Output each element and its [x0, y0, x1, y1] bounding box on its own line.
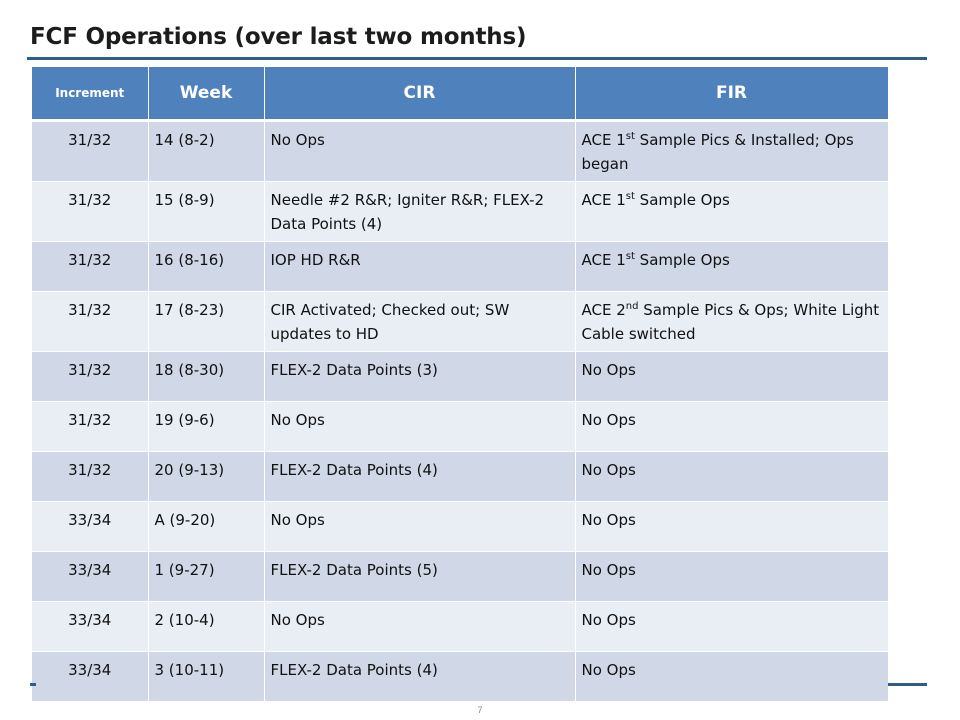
- cell-increment: 31/32: [32, 401, 149, 452]
- cell-fir: ACE 2nd Sample Pics & Ops; White Light C…: [575, 291, 889, 352]
- cell-cir: No Ops: [264, 601, 576, 652]
- fir-text-rest: Sample Ops: [634, 251, 730, 269]
- cell-week: A (9-20): [148, 501, 265, 552]
- cell-cir: IOP HD R&R: [264, 241, 576, 292]
- table-row: 31/32 20 (9-13) FLEX-2 Data Points (4) N…: [32, 451, 889, 502]
- cell-week: 3 (10-11): [148, 651, 265, 702]
- table-row: 31/32 18 (8-30) FLEX-2 Data Points (3) N…: [32, 351, 889, 402]
- table-row: 33/34 3 (10-11) FLEX-2 Data Points (4) N…: [32, 651, 889, 702]
- operations-table: Increment Week CIR FIR 31/32 14 (8-2) No…: [32, 67, 889, 702]
- cell-week: 15 (8-9): [148, 181, 265, 242]
- cell-fir: No Ops: [575, 351, 889, 402]
- cell-week: 20 (9-13): [148, 451, 265, 502]
- cell-cir: No Ops: [264, 120, 576, 182]
- cell-fir: No Ops: [575, 501, 889, 552]
- cell-cir: FLEX-2 Data Points (3): [264, 351, 576, 402]
- cell-increment: 31/32: [32, 451, 149, 502]
- cell-week: 1 (9-27): [148, 551, 265, 602]
- cell-increment: 33/34: [32, 501, 149, 552]
- cell-fir: ACE 1st Sample Pics & Installed; Ops beg…: [575, 120, 889, 182]
- header-cir: CIR: [264, 67, 576, 122]
- cell-week: 2 (10-4): [148, 601, 265, 652]
- cell-fir: No Ops: [575, 551, 889, 602]
- footer-rule-left: [30, 683, 36, 686]
- cell-fir: No Ops: [575, 601, 889, 652]
- fir-superscript: st: [625, 131, 635, 142]
- cell-fir: ACE 1st Sample Ops: [575, 241, 889, 292]
- title-underline: [27, 57, 927, 60]
- cell-fir: No Ops: [575, 651, 889, 702]
- fir-text-rest: Sample Pics & Installed; Ops began: [581, 131, 854, 173]
- fir-text: ACE 2: [581, 301, 626, 319]
- fir-text: ACE 1: [581, 131, 626, 149]
- table-row: 33/34 A (9-20) No Ops No Ops: [32, 501, 889, 552]
- header-week: Week: [148, 67, 265, 122]
- cell-cir: No Ops: [264, 401, 576, 452]
- footer-rule-right: [888, 683, 927, 686]
- cell-increment: 33/34: [32, 551, 149, 602]
- cell-week: 19 (9-6): [148, 401, 265, 452]
- fir-text: ACE 1: [581, 191, 626, 209]
- fir-superscript: nd: [625, 301, 639, 312]
- fir-text-rest: Sample Pics & Ops; White Light Cable swi…: [581, 301, 880, 343]
- cell-increment: 31/32: [32, 120, 149, 182]
- table-row: 33/34 2 (10-4) No Ops No Ops: [32, 601, 889, 652]
- cell-week: 17 (8-23): [148, 291, 265, 352]
- fir-superscript: st: [625, 191, 635, 202]
- table-row: 31/32 15 (8-9) Needle #2 R&R; Igniter R&…: [32, 181, 889, 242]
- cell-increment: 31/32: [32, 241, 149, 292]
- table-header-row: Increment Week CIR FIR: [32, 67, 889, 122]
- cell-increment: 31/32: [32, 351, 149, 402]
- table-row: 31/32 17 (8-23) CIR Activated; Checked o…: [32, 291, 889, 352]
- cell-fir: No Ops: [575, 451, 889, 502]
- cell-cir: FLEX-2 Data Points (4): [264, 451, 576, 502]
- fir-text: ACE 1: [581, 251, 626, 269]
- fir-text-rest: Sample Ops: [634, 191, 730, 209]
- table-row: 31/32 16 (8-16) IOP HD R&R ACE 1st Sampl…: [32, 241, 889, 292]
- cell-increment: 31/32: [32, 291, 149, 352]
- cell-week: 16 (8-16): [148, 241, 265, 292]
- table-row: 31/32 19 (9-6) No Ops No Ops: [32, 401, 889, 452]
- cell-increment: 31/32: [32, 181, 149, 242]
- slide-title: FCF Operations (over last two months): [30, 24, 527, 50]
- cell-week: 18 (8-30): [148, 351, 265, 402]
- header-fir: FIR: [575, 67, 889, 122]
- cell-cir: FLEX-2 Data Points (5): [264, 551, 576, 602]
- cell-week: 14 (8-2): [148, 120, 265, 182]
- fir-superscript: st: [625, 251, 635, 262]
- cell-cir: FLEX-2 Data Points (4): [264, 651, 576, 702]
- table-row: 33/34 1 (9-27) FLEX-2 Data Points (5) No…: [32, 551, 889, 602]
- cell-fir: No Ops: [575, 401, 889, 452]
- cell-cir: No Ops: [264, 501, 576, 552]
- cell-cir: Needle #2 R&R; Igniter R&R; FLEX-2 Data …: [264, 181, 576, 242]
- cell-cir: CIR Activated; Checked out; SW updates t…: [264, 291, 576, 352]
- cell-increment: 33/34: [32, 601, 149, 652]
- header-increment: Increment: [32, 67, 149, 122]
- cell-increment: 33/34: [32, 651, 149, 702]
- page-number: 7: [477, 705, 483, 715]
- cell-fir: ACE 1st Sample Ops: [575, 181, 889, 242]
- table-row: 31/32 14 (8-2) No Ops ACE 1st Sample Pic…: [32, 120, 889, 182]
